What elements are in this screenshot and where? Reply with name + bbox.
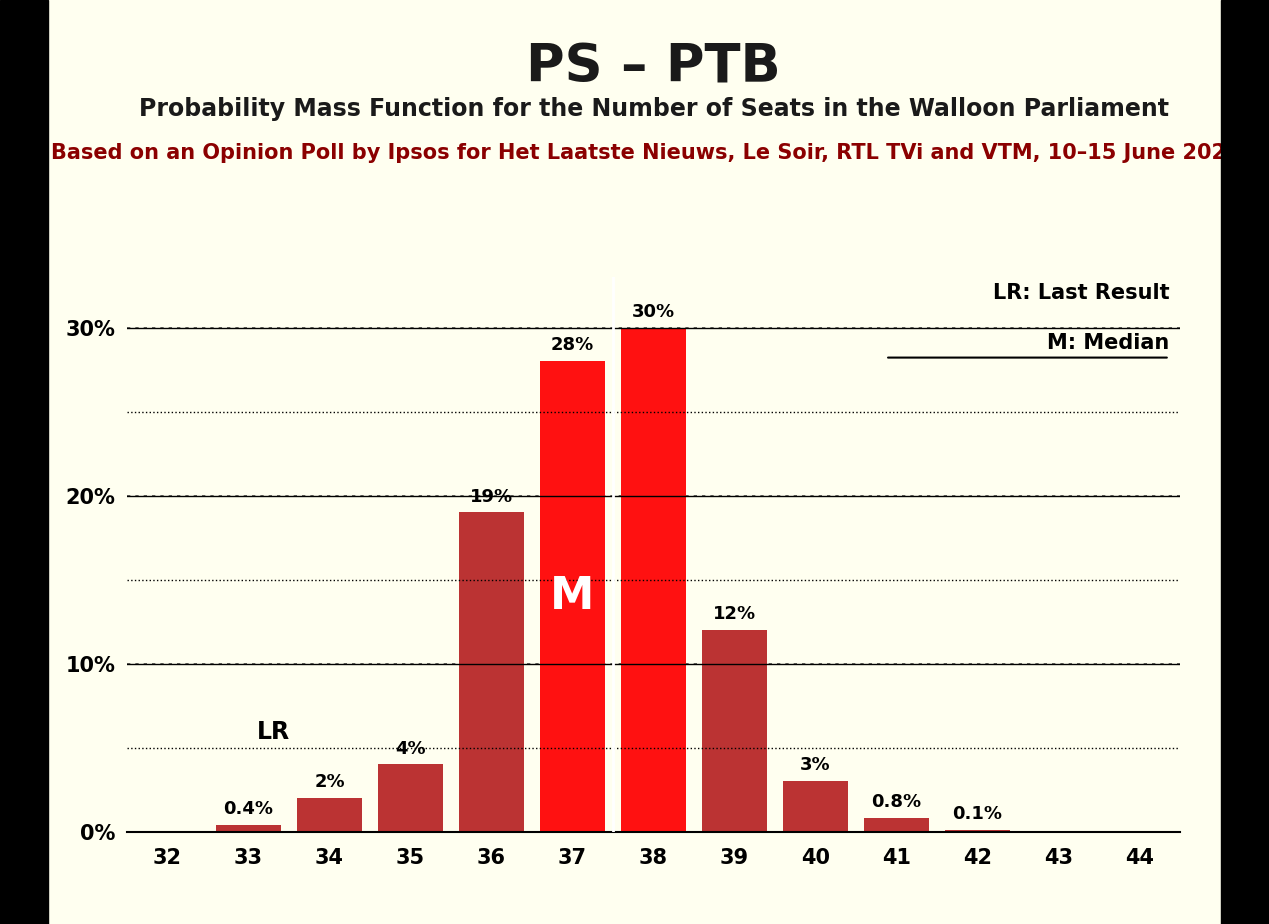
- Text: M: M: [551, 575, 595, 618]
- Text: 12%: 12%: [713, 605, 756, 624]
- Text: PS – PTB: PS – PTB: [527, 42, 780, 93]
- Text: 0.1%: 0.1%: [953, 805, 1003, 823]
- Text: LR: Last Result: LR: Last Result: [994, 283, 1170, 303]
- Text: 0.8%: 0.8%: [872, 794, 921, 811]
- Bar: [541, 361, 605, 832]
- Bar: [783, 781, 848, 832]
- Text: 3%: 3%: [801, 757, 831, 774]
- Bar: [864, 818, 929, 832]
- Bar: [459, 513, 524, 832]
- Bar: [702, 630, 766, 832]
- Text: 0.4%: 0.4%: [223, 800, 273, 818]
- Text: 28%: 28%: [551, 336, 594, 355]
- Text: 30%: 30%: [632, 303, 675, 321]
- Text: M: Median: M: Median: [1047, 333, 1170, 353]
- Text: 2%: 2%: [315, 773, 345, 791]
- Bar: [216, 825, 280, 832]
- Bar: [297, 798, 362, 832]
- Bar: [945, 830, 1010, 832]
- Text: Based on an Opinion Poll by Ipsos for Het Laatste Nieuws, Le Soir, RTL TVi and V: Based on an Opinion Poll by Ipsos for He…: [51, 143, 1240, 164]
- Bar: [378, 764, 443, 832]
- Text: Probability Mass Function for the Number of Seats in the Walloon Parliament: Probability Mass Function for the Number…: [138, 97, 1169, 121]
- Text: 4%: 4%: [395, 740, 426, 758]
- Text: © 2020 Filip van Laenen: © 2020 Filip van Laenen: [1245, 347, 1255, 484]
- Text: 19%: 19%: [470, 488, 513, 505]
- Text: LR: LR: [256, 720, 289, 744]
- Bar: [621, 328, 687, 832]
